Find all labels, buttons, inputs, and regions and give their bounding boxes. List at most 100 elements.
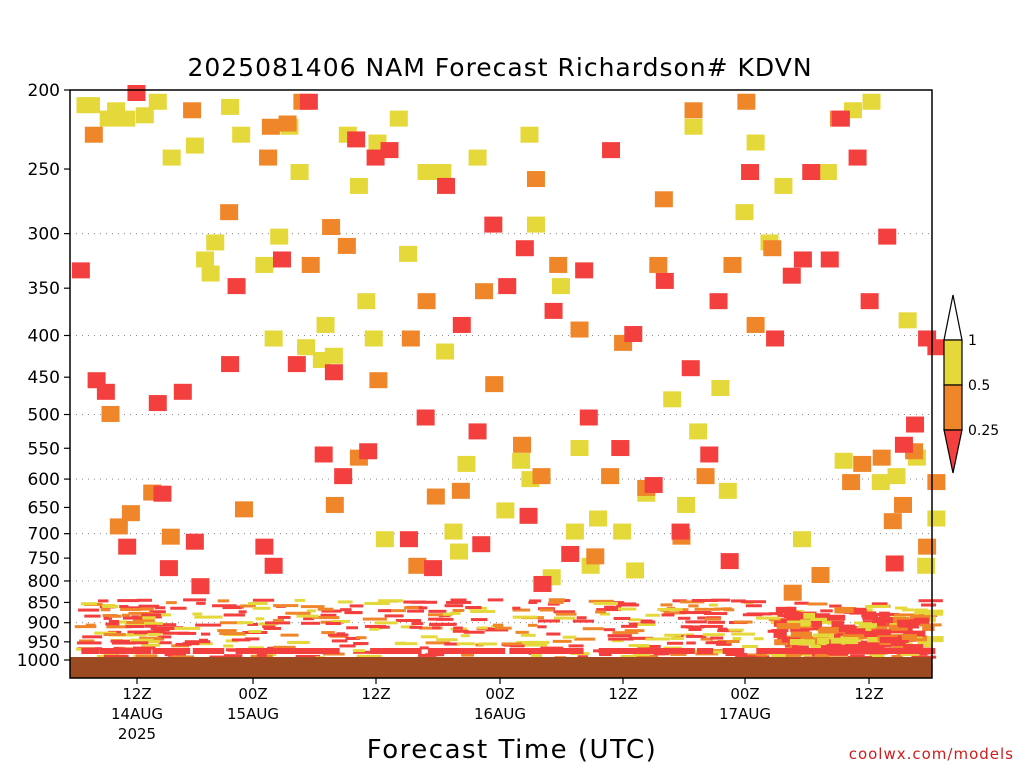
data-cell — [399, 245, 418, 262]
data-cell — [632, 653, 650, 657]
data-cell — [174, 626, 201, 630]
data-cell — [196, 601, 206, 605]
data-cell — [640, 619, 653, 623]
data-cell — [792, 531, 811, 548]
x-tick-label: 00Z — [238, 685, 267, 703]
data-cell — [670, 652, 687, 656]
data-cell — [162, 149, 181, 166]
data-cell — [516, 640, 538, 644]
data-cell — [300, 605, 325, 609]
data-cell — [526, 216, 545, 233]
data-cell — [812, 633, 834, 640]
data-cell — [352, 649, 365, 653]
data-cell — [496, 502, 515, 519]
data-cell — [666, 641, 684, 645]
data-cell — [711, 379, 730, 396]
data-cell — [626, 562, 645, 579]
data-cell — [803, 612, 816, 619]
data-cell — [427, 613, 453, 617]
data-cell — [295, 654, 321, 658]
data-cell — [349, 177, 368, 194]
data-cell — [109, 614, 122, 618]
data-cell — [170, 606, 187, 610]
data-cell — [139, 636, 162, 640]
data-cell — [238, 610, 247, 614]
data-cell — [196, 251, 215, 268]
data-cell — [869, 654, 885, 658]
data-cell — [219, 632, 246, 636]
data-cell — [713, 607, 733, 611]
data-cell — [109, 518, 128, 535]
data-cell — [922, 625, 935, 632]
data-cell — [154, 606, 166, 610]
data-cell — [693, 611, 712, 615]
data-cell — [709, 293, 728, 310]
data-cell — [444, 604, 464, 608]
data-cell — [485, 628, 509, 632]
data-cell — [362, 617, 387, 621]
data-cell — [898, 312, 917, 329]
data-cell — [588, 599, 614, 603]
data-cell — [159, 560, 178, 577]
x-year-label: 2025 — [118, 725, 156, 743]
data-cell — [431, 626, 441, 630]
data-cell — [773, 631, 787, 638]
data-cell — [369, 627, 379, 631]
data-cell — [769, 612, 784, 616]
data-cell — [166, 601, 177, 605]
data-cell — [273, 645, 296, 649]
data-cell — [287, 640, 310, 644]
data-cell — [879, 636, 902, 643]
data-cell — [470, 609, 496, 613]
data-cell — [705, 641, 727, 645]
x-date-label: 14AUG — [111, 705, 163, 723]
data-cell — [334, 468, 353, 485]
data-cell — [425, 641, 451, 645]
data-cell — [677, 496, 696, 513]
data-cell — [548, 598, 565, 602]
x-tick-label: 12Z — [122, 685, 151, 703]
data-cell — [139, 607, 154, 611]
data-cell — [917, 641, 932, 648]
data-cell — [135, 107, 154, 124]
data-cell — [114, 620, 127, 624]
legend-label: 1 — [968, 333, 977, 349]
data-cell — [223, 654, 243, 658]
data-cell — [416, 409, 435, 426]
data-cell — [219, 621, 243, 625]
data-cell — [696, 468, 715, 485]
data-cell — [303, 617, 315, 621]
data-cell — [223, 613, 245, 617]
data-cell — [867, 636, 881, 643]
data-cell — [512, 648, 543, 654]
y-tick-label: 250 — [28, 160, 60, 180]
y-tick-label: 800 — [28, 572, 60, 592]
data-cell — [686, 634, 707, 638]
data-cell — [530, 653, 543, 657]
x-date-label: 17AUG — [719, 705, 771, 723]
credit-text[interactable]: coolwx.com/models — [848, 745, 1014, 763]
data-cell — [515, 240, 534, 257]
data-cell — [830, 637, 846, 644]
data-cell — [353, 642, 369, 646]
data-cell — [120, 607, 142, 611]
data-cell — [183, 598, 207, 602]
data-cell — [261, 118, 280, 135]
data-cell — [700, 624, 723, 628]
data-cell — [795, 637, 813, 641]
data-cell — [437, 177, 456, 194]
data-cell — [845, 644, 869, 651]
data-cell — [519, 507, 538, 524]
data-cell — [694, 607, 720, 611]
data-cell — [512, 615, 538, 619]
data-cell — [677, 616, 691, 620]
data-cell — [79, 639, 95, 643]
data-cell — [252, 598, 275, 602]
data-cell — [396, 641, 407, 645]
data-cell — [200, 632, 211, 636]
data-cell — [782, 267, 801, 284]
data-cell — [834, 607, 854, 614]
data-cell — [535, 648, 572, 654]
data-cell — [862, 613, 879, 620]
data-cell — [252, 606, 271, 610]
